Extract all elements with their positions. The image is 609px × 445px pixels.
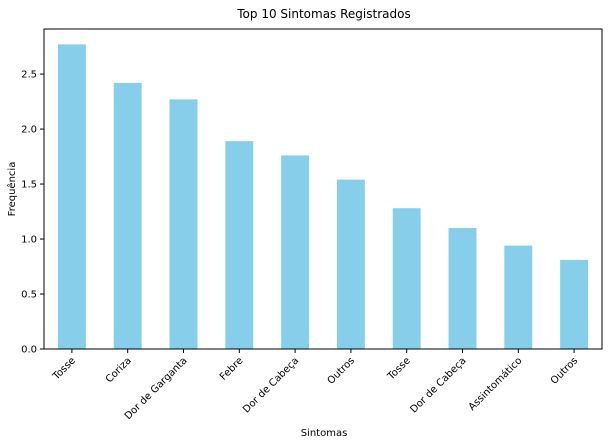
y-tick-label-5: 2.0 [21, 125, 37, 136]
bar-8 [448, 228, 477, 349]
y-axis-title: Frequência [6, 162, 18, 217]
y-tick-label-4: 1.5 [21, 180, 37, 191]
y-tick-label-3: 1.0 [21, 235, 37, 246]
y-axis-ticks: 0.0 0.5 1.0 1.5 2.0 2.5 [21, 70, 44, 356]
bar-9 [504, 245, 533, 349]
bar-7 [392, 208, 421, 349]
bar-3 [169, 99, 198, 349]
y-tick-label-2: 0.5 [21, 290, 37, 301]
y-tick-label-1: 0.0 [21, 345, 37, 356]
bar-1 [57, 44, 86, 350]
chart-title: Top 10 Sintomas Registrados [236, 7, 410, 21]
plot-frame [43, 28, 603, 350]
bar-6 [336, 179, 365, 349]
bar-5 [281, 155, 310, 349]
x-axis-title: Sintomas [301, 428, 348, 439]
y-tick-label-6: 2.5 [21, 70, 37, 81]
bar-4 [225, 141, 254, 349]
bar-10 [560, 259, 589, 349]
bar-2 [113, 82, 142, 349]
bars-layer [57, 44, 589, 350]
